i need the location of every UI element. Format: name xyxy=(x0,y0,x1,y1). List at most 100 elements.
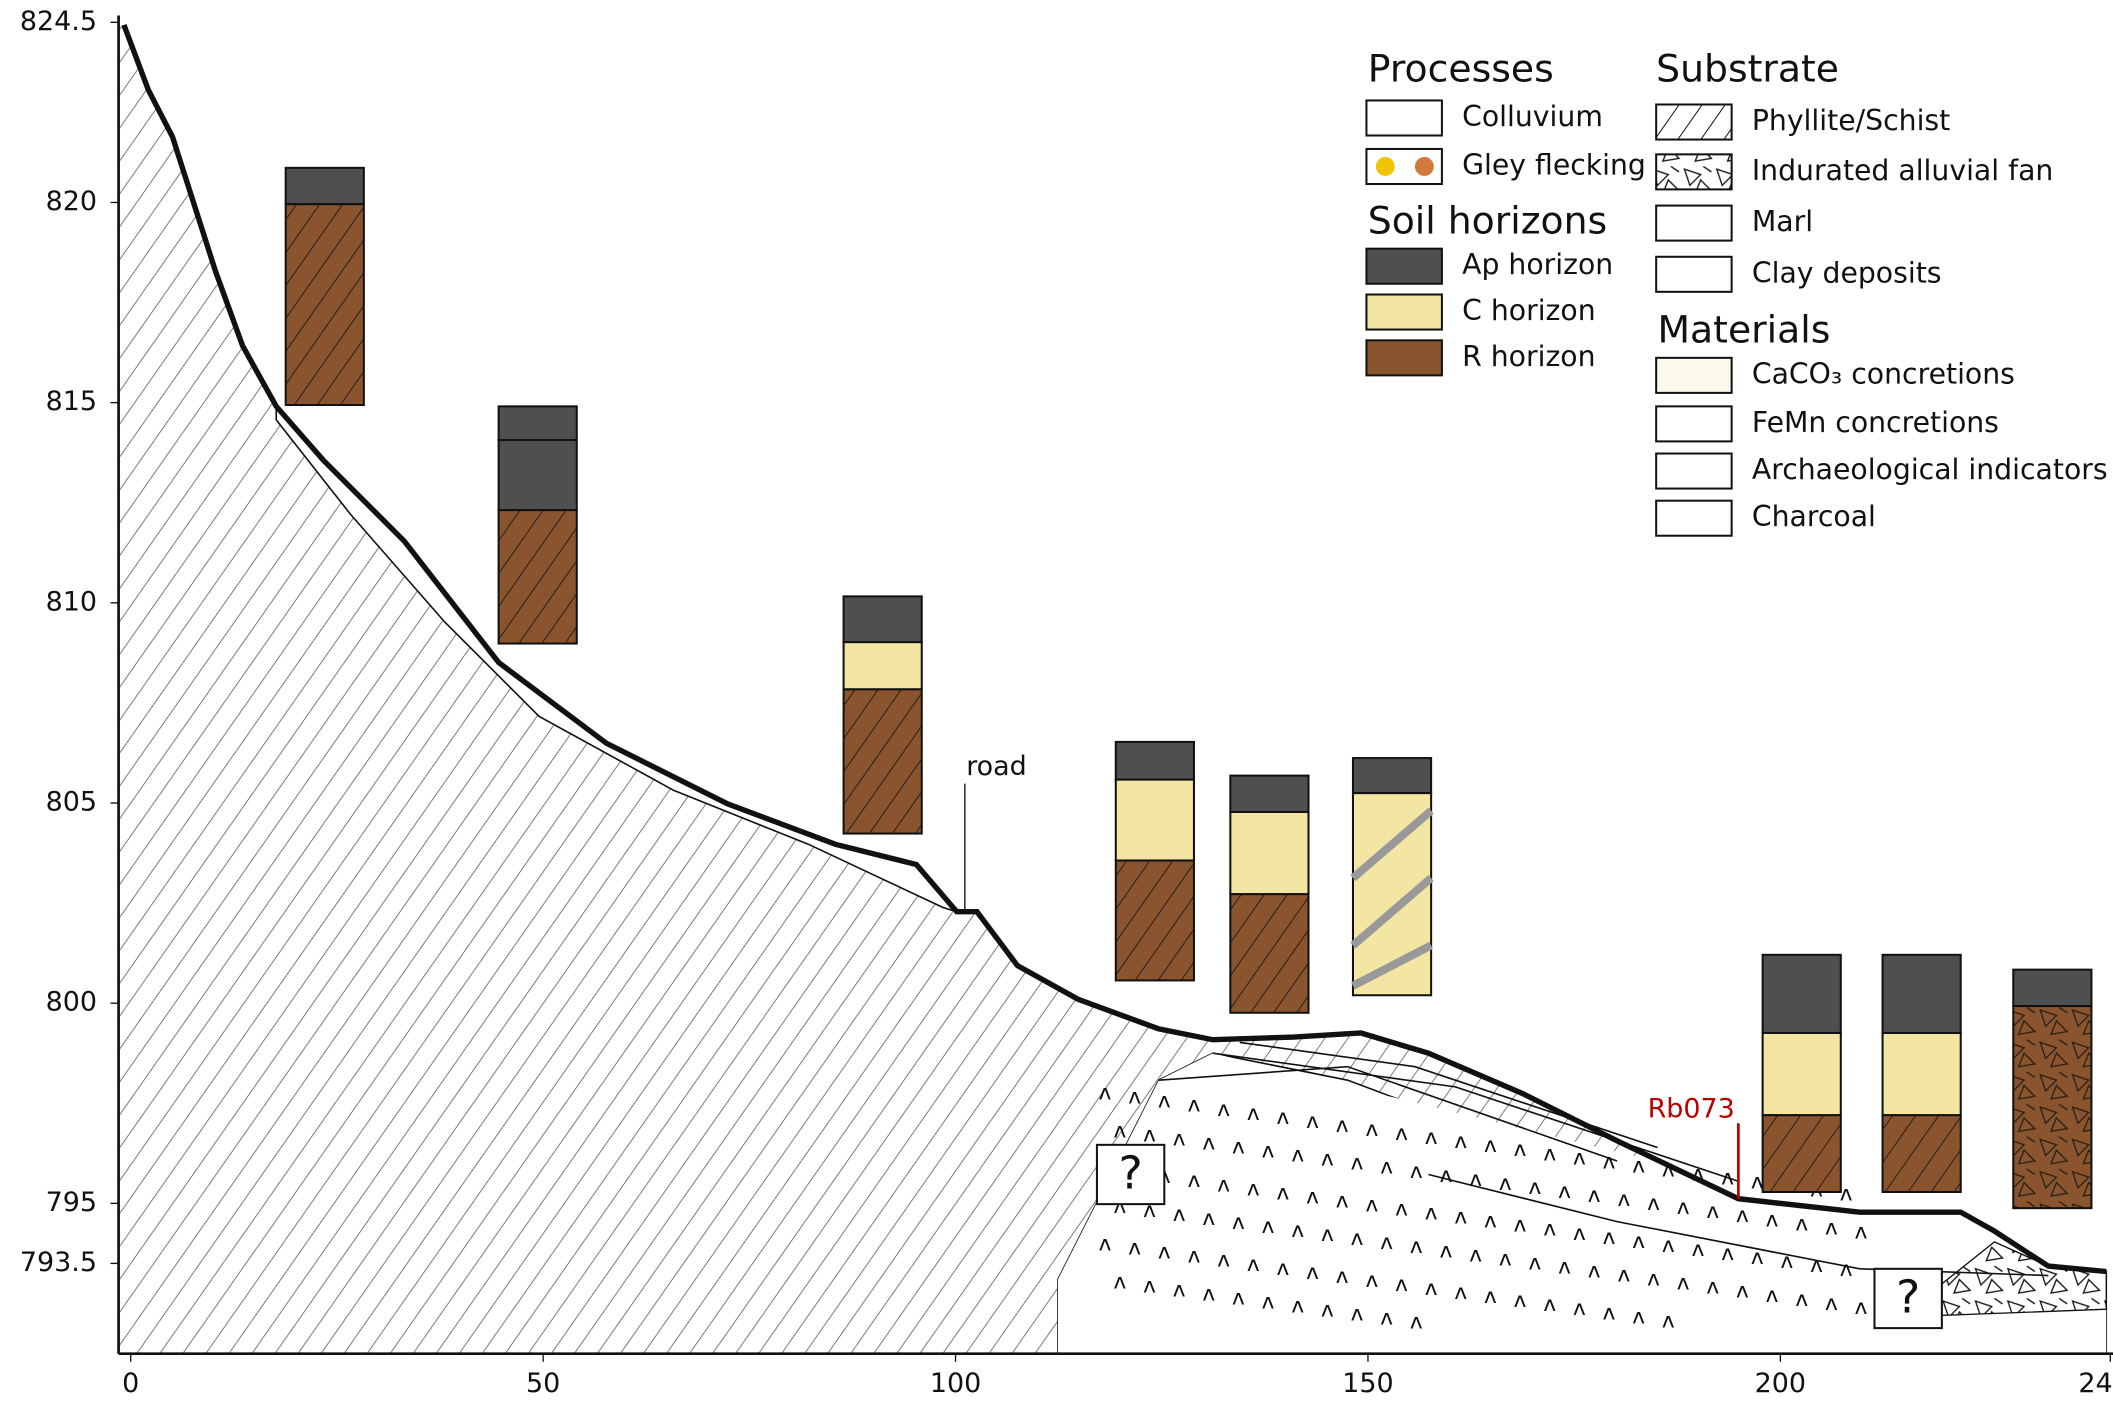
marl-symbol: ʌ xyxy=(1232,1285,1245,1310)
y-tick-label: 800 xyxy=(46,987,97,1018)
marl-symbol: ʌ xyxy=(1706,1275,1719,1300)
marl-symbol: ʌ xyxy=(1262,1139,1275,1164)
marl-symbol: ʌ xyxy=(1321,1298,1334,1323)
marl-symbol: ʌ xyxy=(1558,1179,1571,1204)
y-tick-label: 795 xyxy=(46,1187,97,1218)
marl-symbol: ʌ xyxy=(1840,1257,1853,1282)
legend-swatch xyxy=(1365,247,1443,285)
marl-symbol: ʌ xyxy=(1484,1209,1497,1234)
legend-swatch xyxy=(1655,153,1733,191)
marl-symbol: ʌ xyxy=(1825,1291,1838,1316)
soil-horizon xyxy=(497,439,578,512)
marl-symbol: ʌ xyxy=(1336,1188,1349,1213)
marl-symbol: ʌ xyxy=(1173,1277,1186,1302)
marl-symbol: ʌ xyxy=(1706,1199,1719,1224)
marl-symbol: ʌ xyxy=(1603,1225,1616,1250)
marl-symbol: ʌ xyxy=(1380,1306,1393,1331)
marl-symbol: ʌ xyxy=(1603,1149,1616,1174)
marl-symbol: ʌ xyxy=(1410,1234,1423,1259)
marl-symbol: ʌ xyxy=(1099,1081,1112,1106)
soil-horizon xyxy=(2012,968,2093,1008)
soil-horizon xyxy=(1229,810,1310,896)
marl-symbol: ʌ xyxy=(1484,1284,1497,1309)
y-tick-label: 820 xyxy=(46,186,97,217)
marl-symbol: ʌ xyxy=(1573,1221,1586,1246)
marl-symbol: ʌ xyxy=(1395,1272,1408,1297)
marl-symbol: ʌ xyxy=(1173,1126,1186,1151)
x-tick-label: 150 xyxy=(1342,1368,1393,1399)
marl-symbol: ʌ xyxy=(1454,1205,1467,1230)
marl-symbol: ʌ xyxy=(1632,1229,1645,1254)
marl-symbol: ʌ xyxy=(1751,1170,1764,1195)
legend-swatch xyxy=(1655,499,1733,537)
marl-symbol: ʌ xyxy=(1291,1218,1304,1243)
legend-item: Gley flecking xyxy=(1462,148,1646,181)
marl-symbol: ʌ xyxy=(1543,1292,1556,1317)
marl-symbol: ʌ xyxy=(1232,1210,1245,1235)
road-label: road xyxy=(966,751,1027,782)
fan-texture xyxy=(2013,1006,2092,1209)
marl-symbol: ʌ xyxy=(1291,1294,1304,1319)
marl-symbol: ʌ xyxy=(1262,1214,1275,1239)
marl-symbol: ʌ xyxy=(1617,1187,1630,1212)
marl-symbol: ʌ xyxy=(1662,1308,1675,1333)
unknown-label: ? xyxy=(1118,1145,1142,1199)
marl-symbol: ʌ xyxy=(1603,1300,1616,1325)
legend-title: Substrate xyxy=(1656,46,1839,90)
marl-symbol: ʌ xyxy=(1632,1304,1645,1329)
schist-texture xyxy=(1762,1115,1841,1192)
marl-symbol: ʌ xyxy=(1247,1252,1260,1277)
schist-texture xyxy=(1882,1115,1961,1192)
marl-symbol: ʌ xyxy=(1677,1195,1690,1220)
legend-title: Soil horizons xyxy=(1368,199,1607,243)
marl-symbol: ʌ xyxy=(1232,1135,1245,1160)
soil-horizon xyxy=(284,166,365,206)
marl-symbol: ʌ xyxy=(1336,1113,1349,1138)
marl-symbol: ʌ xyxy=(1336,1264,1349,1289)
marl-symbol: ʌ xyxy=(1202,1281,1215,1306)
marl-symbol: ʌ xyxy=(1736,1203,1749,1228)
soil-horizon xyxy=(1229,774,1310,813)
marl-symbol: ʌ xyxy=(1529,1175,1542,1200)
marl-symbol: ʌ xyxy=(1499,1246,1512,1271)
legend-swatch xyxy=(1365,99,1443,137)
marl-symbol: ʌ xyxy=(1692,1237,1705,1262)
marl-symbol: ʌ xyxy=(1425,1201,1438,1226)
marl-symbol: ʌ xyxy=(1188,1168,1201,1193)
x-tick-label: 200 xyxy=(1755,1368,1806,1399)
legend-item: Clay deposits xyxy=(1752,256,1942,289)
soil-horizon xyxy=(1881,1031,1962,1117)
x-tick-label: 100 xyxy=(930,1368,981,1399)
marl-symbol: ʌ xyxy=(1529,1250,1542,1275)
marl-symbol: ʌ xyxy=(1484,1133,1497,1158)
lower-slope-white xyxy=(1057,1053,2107,1354)
marl-symbol: ʌ xyxy=(1410,1159,1423,1184)
legend-swatch xyxy=(1655,103,1733,141)
legend-item: FeMn concretions xyxy=(1752,406,1999,439)
schist-texture xyxy=(1230,894,1309,1013)
marl-symbol: ʌ xyxy=(1795,1211,1808,1236)
marl-symbol: ʌ xyxy=(1751,1245,1764,1270)
marl-symbol: ʌ xyxy=(1380,1155,1393,1180)
marl-symbol: ʌ xyxy=(1143,1122,1156,1147)
marl-symbol: ʌ xyxy=(1425,1276,1438,1301)
marl-symbol: ʌ xyxy=(1128,1236,1141,1261)
phyllite-substrate xyxy=(118,24,2107,1354)
unknown-box xyxy=(1095,1143,1166,1206)
marl-symbol: ʌ xyxy=(1469,1242,1482,1267)
marl-symbol: ʌ xyxy=(1365,1192,1378,1217)
soil-horizon xyxy=(1114,778,1195,862)
marl-symbol: ʌ xyxy=(1573,1296,1586,1321)
schist-texture xyxy=(843,689,922,834)
marl-symbol: ʌ xyxy=(1662,1233,1675,1258)
marl-symbol: ʌ xyxy=(1514,1213,1527,1238)
marl-symbol: ʌ xyxy=(1351,1151,1364,1176)
marl-symbol: ʌ xyxy=(1321,1222,1334,1247)
marl-symbol: ʌ xyxy=(1647,1267,1660,1292)
soil-horizon xyxy=(1761,953,1842,1034)
legend-item: Indurated alluvial fan xyxy=(1752,154,2053,187)
y-tick-label: 824.5 xyxy=(20,6,97,37)
marl-symbol: ʌ xyxy=(1277,1105,1290,1130)
marl-symbol: ʌ xyxy=(1277,1180,1290,1205)
